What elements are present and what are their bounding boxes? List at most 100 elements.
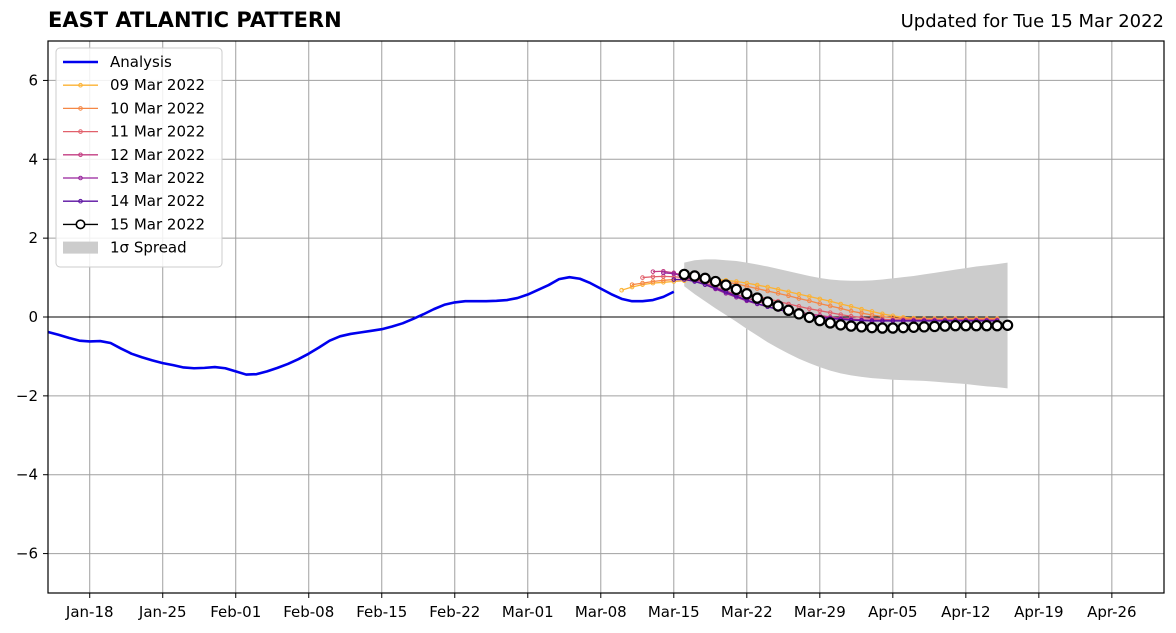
legend-marker — [78, 152, 83, 158]
legend-label: 1σ Spread — [110, 239, 187, 257]
forecast-point — [834, 319, 847, 331]
x-tick-label: Apr-19 — [1014, 603, 1064, 621]
forecast-point — [960, 319, 972, 332]
forecast-point — [754, 286, 760, 291]
x-tick-label: Apr-26 — [1087, 603, 1137, 621]
forecast-point — [845, 320, 857, 332]
forecast-point — [838, 306, 843, 311]
forecast-point — [678, 268, 690, 281]
analysis-line — [47, 275, 675, 376]
y-tick-label: −4 — [16, 466, 38, 484]
forecast-point — [650, 279, 656, 284]
y-axis-ticks: −6 −4 −2 0 2 4 6 — [16, 71, 48, 563]
forecast-point — [949, 319, 962, 332]
forecast-point — [796, 296, 802, 301]
forecast-point — [817, 301, 823, 306]
legend-label: 11 Mar 2022 — [110, 123, 205, 141]
legend-box — [55, 47, 223, 268]
forecast-point — [887, 322, 899, 334]
forecast-point — [761, 296, 774, 308]
forecast-point — [817, 308, 823, 313]
forecast-point — [876, 322, 889, 334]
x-tick-label: Mar-22 — [721, 603, 773, 621]
legend-item: 10 Mar 2022 — [63, 99, 205, 117]
legend-item: 14 Mar 2022 — [63, 192, 205, 210]
forecast-point — [817, 296, 823, 302]
forecast-point — [970, 319, 982, 332]
x-tick-label: Feb-01 — [210, 603, 261, 621]
legend-label: Analysis — [110, 53, 172, 71]
forecast-point — [807, 306, 812, 312]
legend-label: 13 Mar 2022 — [110, 169, 205, 187]
x-tick-label: Jan-18 — [65, 603, 114, 621]
forecast-point — [793, 308, 805, 320]
x-tick-label: Feb-22 — [429, 603, 480, 621]
x-tick-label: Apr-12 — [941, 603, 991, 621]
forecast-point — [720, 279, 732, 291]
updated-date: Updated for Tue 15 Mar 2022 — [900, 11, 1164, 32]
x-tick-label: Mar-01 — [502, 603, 554, 621]
series-lines — [47, 268, 1014, 376]
forecast-point — [730, 283, 743, 296]
legend-swatch — [63, 241, 98, 254]
forecast-point — [661, 270, 666, 276]
forecast-point — [848, 308, 854, 314]
forecast-point — [939, 320, 951, 332]
forecast-point — [803, 311, 816, 324]
legend-item: Analysis — [63, 53, 172, 71]
forecast-point — [827, 310, 833, 315]
y-tick-label: −2 — [16, 387, 38, 405]
forecast-point — [765, 288, 770, 294]
x-tick-label: Feb-15 — [356, 603, 407, 621]
legend-item: 11 Mar 2022 — [63, 123, 205, 141]
legend-item: 1σ Spread — [63, 239, 187, 257]
forecast-point — [786, 293, 791, 299]
forecast-point — [741, 288, 753, 300]
x-tick-label: Feb-08 — [283, 603, 334, 621]
forecast-point — [991, 319, 1003, 332]
x-axis-ticks: Jan-18 Jan-25 Feb-01 Feb-08 Feb-15 Feb-22 Mar-… — [65, 593, 1137, 621]
x-tick-label: Jan-25 — [138, 603, 187, 621]
forecast-point — [629, 284, 635, 290]
forecast-point — [709, 275, 722, 288]
forecast-point — [619, 287, 624, 293]
forecast-point — [650, 274, 656, 280]
forecast-point — [859, 310, 864, 316]
legend-label: 10 Mar 2022 — [110, 99, 205, 117]
forecast-point — [814, 314, 826, 327]
legend-label: 12 Mar 2022 — [110, 146, 205, 164]
forecast-point — [918, 321, 930, 333]
legend-label: 09 Mar 2022 — [110, 76, 205, 94]
forecast-point — [827, 298, 833, 304]
y-tick-label: −6 — [16, 545, 38, 563]
forecast-point — [688, 270, 701, 282]
forecast-point — [640, 275, 645, 280]
legend-marker — [75, 219, 86, 230]
forecast-point — [796, 291, 802, 297]
forecast-point — [772, 300, 784, 312]
y-tick-label: 2 — [28, 229, 38, 247]
forecast-point — [855, 321, 868, 333]
forecast-point — [671, 271, 677, 276]
series-7 — [678, 268, 1014, 334]
legend-marker — [78, 82, 83, 88]
legend-marker — [78, 129, 83, 134]
forecast-point — [980, 319, 993, 332]
legend-marker — [78, 106, 83, 111]
forecast-point — [1001, 319, 1014, 331]
legend-marker — [78, 198, 83, 204]
legend-label: 15 Mar 2022 — [110, 215, 205, 233]
forecast-point — [699, 272, 711, 285]
legend: Analysis 09 Mar 2022 10 Mar 2022 11 Mar 202… — [55, 47, 223, 268]
series-0 — [47, 275, 675, 376]
forecast-point — [907, 321, 920, 333]
forecast-point — [866, 321, 878, 334]
y-tick-label: 0 — [28, 308, 38, 326]
forecast-point — [629, 282, 635, 287]
forecast-point — [807, 298, 812, 304]
forecast-point — [671, 277, 677, 282]
forecast-point — [807, 294, 812, 299]
legend-item: 12 Mar 2022 — [63, 146, 205, 164]
forecast-point — [640, 280, 645, 286]
